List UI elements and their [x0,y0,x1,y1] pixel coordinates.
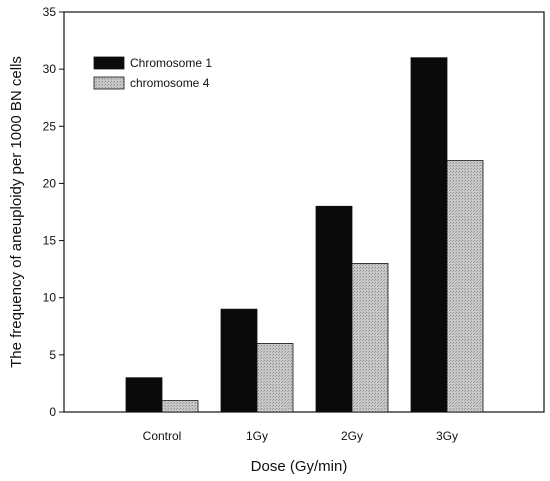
y-tick-label: 35 [43,5,57,19]
bar-chromosome-4-control [161,400,199,413]
y-tick-label: 20 [43,176,57,190]
legend-label-chromosome-1: Chromosome 1 [130,56,212,70]
x-tick-label: 2Gy [341,429,363,443]
bar-chromosome-1-1gy [220,308,258,413]
bar-chromosome-4-3gy [446,160,484,413]
y-tick-label: 10 [43,291,57,305]
x-tick-label: 1Gy [246,429,268,443]
bar-chromosome-1-2gy [315,205,353,413]
bar-chromosome-1-control [125,377,163,413]
y-tick-label: 25 [43,119,57,133]
bar-chromosome-4-1gy [256,343,294,413]
y-axis-title: The frequency of aneuploidy per 1000 BN … [8,56,25,368]
y-axis: 0 5 10 15 20 25 30 35 [43,5,64,419]
x-axis-title: Dose (Gy/min) [251,458,348,475]
y-tick-label: 15 [43,234,57,248]
y-tick-label: 5 [49,348,56,362]
x-axis: Control 1Gy 2Gy 3Gy [143,429,458,443]
legend-swatch-chromosome-4 [93,76,125,90]
legend-label-chromosome-4: chromosome 4 [130,76,210,90]
bar-chromosome-1-3gy [410,57,448,413]
plot-frame [63,11,545,413]
y-tick-label: 0 [49,405,56,419]
x-tick-label: 3Gy [436,429,458,443]
legend: Chromosome 1 chromosome 4 [93,56,212,90]
x-tick-label: Control [143,429,182,443]
bar-chromosome-4-2gy [351,263,389,413]
legend-swatch-chromosome-1 [93,56,125,70]
bars [125,57,484,413]
y-tick-label: 30 [43,62,57,76]
